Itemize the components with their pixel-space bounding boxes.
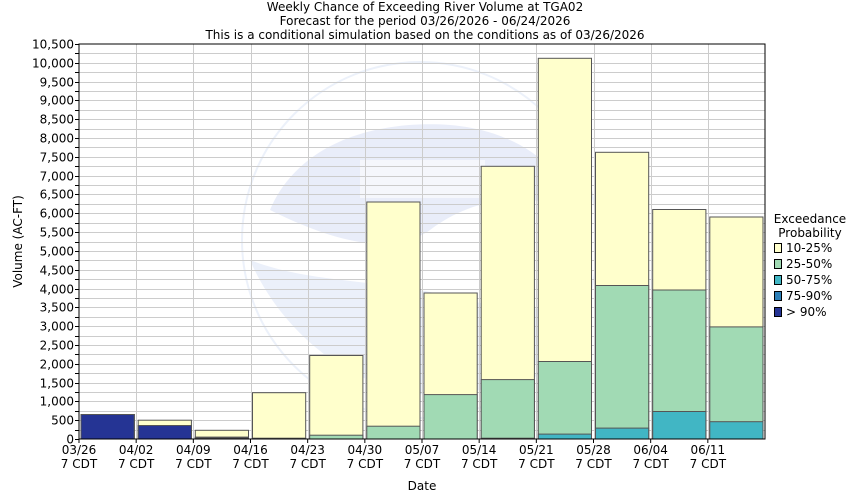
y-tick-label: 8,500 xyxy=(40,113,74,127)
legend-label: > 90% xyxy=(786,305,827,319)
y-tick-label: 7,500 xyxy=(40,151,74,165)
y-tick-label: 6,500 xyxy=(40,188,74,202)
y-tick-label: 1,500 xyxy=(40,377,74,391)
bar--90--04-02 xyxy=(137,425,192,440)
x-tick-label-date: 05/28 xyxy=(576,443,611,457)
legend-swatch xyxy=(774,307,782,317)
bar-25-50--04-30 xyxy=(366,425,421,440)
y-tick-label: 500 xyxy=(51,414,74,428)
y-tick-label: 4,000 xyxy=(40,283,74,297)
legend-swatch xyxy=(774,259,782,269)
y-tick-label: 0 xyxy=(66,433,74,447)
bar-50-75--05-21 xyxy=(537,433,592,440)
y-tick-label: 10,000 xyxy=(32,57,74,71)
bar-50-75--05-28 xyxy=(595,427,650,440)
y-tick-label: 9,500 xyxy=(40,76,74,90)
y-tick-label: 7,000 xyxy=(40,170,74,184)
y-tick-label: 2,000 xyxy=(40,358,74,372)
x-tick-label-date: 04/02 xyxy=(119,443,154,457)
y-tick-label: 2,500 xyxy=(40,339,74,353)
x-tick-label-date: 06/11 xyxy=(691,443,726,457)
x-tick-label-time: 7 CDT xyxy=(232,457,269,471)
y-tick-label: 10,500 xyxy=(32,38,74,52)
legend-item-25-50: 25-50% xyxy=(774,256,850,272)
x-tick-label-date: 04/09 xyxy=(176,443,211,457)
legend-label: 75-90% xyxy=(786,289,833,303)
chart-subtitle-2: This is a conditional simulation based o… xyxy=(205,28,645,42)
x-tick-label-date: 05/14 xyxy=(462,443,497,457)
legend-label: 10-25% xyxy=(786,241,833,255)
bar-10-25--04-23 xyxy=(309,355,364,440)
legend-label: 50-75% xyxy=(786,273,833,287)
legend-swatch xyxy=(774,275,782,285)
bar-10-25--04-30 xyxy=(366,201,421,440)
bar--90--03-26 xyxy=(80,414,135,440)
legend: Exceedance Probability 10-25% 25-50% 50-… xyxy=(770,212,850,320)
x-tick-label-date: 04/30 xyxy=(348,443,383,457)
y-tick-label: 3,000 xyxy=(40,320,74,334)
chart-subtitle: Forecast for the period 03/26/2026 - 06/… xyxy=(279,14,571,28)
x-tick-label-date: 04/23 xyxy=(290,443,325,457)
x-tick-label-date: 03/26 xyxy=(62,443,97,457)
x-tick-label-time: 7 CDT xyxy=(175,457,212,471)
bar-25-50--05-14 xyxy=(480,379,535,440)
x-tick-label-time: 7 CDT xyxy=(461,457,498,471)
legend-item-75-90: 75-90% xyxy=(774,288,850,304)
x-tick-label-time: 7 CDT xyxy=(518,457,555,471)
y-tick-label: 1,000 xyxy=(40,395,74,409)
x-tick-label-time: 7 CDT xyxy=(575,457,612,471)
bar-50-75--06-04 xyxy=(652,411,707,440)
legend-title-line-2: Probability xyxy=(778,226,842,240)
x-tick-label-time: 7 CDT xyxy=(61,457,98,471)
x-tick-label-time: 7 CDT xyxy=(632,457,669,471)
y-tick-label: 4,500 xyxy=(40,264,74,278)
bar-25-50--04-23 xyxy=(309,434,364,440)
x-tick-label-date: 06/04 xyxy=(633,443,668,457)
legend-item-10-25: 10-25% xyxy=(774,240,850,256)
bar-25-50--05-28 xyxy=(595,285,650,440)
y-tick-label: 5,000 xyxy=(40,245,74,259)
y-tick-label: 9,000 xyxy=(40,94,74,108)
legend-item-50-75: 50-75% xyxy=(774,272,850,288)
chart-titles: Weekly Chance of Exceeding River Volume … xyxy=(0,0,850,42)
x-axis-label: Date xyxy=(408,479,437,493)
x-tick-label-time: 7 CDT xyxy=(404,457,441,471)
x-tick-label-time: 7 CDT xyxy=(347,457,384,471)
x-tick-label-time: 7 CDT xyxy=(690,457,727,471)
bar-10-25--04-16 xyxy=(252,392,307,440)
bar-25-50--05-21 xyxy=(537,361,592,440)
x-tick-label-date: 04/16 xyxy=(233,443,268,457)
x-tick-label-date: 05/07 xyxy=(405,443,440,457)
legend-item-gt-90: > 90% xyxy=(774,304,850,320)
chart-title: Weekly Chance of Exceeding River Volume … xyxy=(266,0,584,14)
x-tick-label-date: 05/21 xyxy=(519,443,554,457)
legend-title-line-1: Exceedance xyxy=(773,212,847,226)
bar-50-75--06-11 xyxy=(709,421,764,440)
bar-25-50--05-07 xyxy=(423,394,478,440)
y-tick-label: 3,500 xyxy=(40,301,74,315)
y-axis-label: Volume (AC-FT) xyxy=(11,195,25,288)
plot-area: 0 500 1,000 1,500 2,000 2,500 3,000 3,500 4,000 4… xyxy=(11,38,766,493)
x-tick-label-time: 7 CDT xyxy=(289,457,326,471)
legend-label: 25-50% xyxy=(786,257,833,271)
y-tick-label: 6,000 xyxy=(40,207,74,221)
y-tick-label: 8,000 xyxy=(40,132,74,146)
legend-swatch xyxy=(774,291,782,301)
legend-swatch xyxy=(774,243,782,253)
x-tick-label-time: 7 CDT xyxy=(118,457,155,471)
y-tick-label: 5,500 xyxy=(40,226,74,240)
